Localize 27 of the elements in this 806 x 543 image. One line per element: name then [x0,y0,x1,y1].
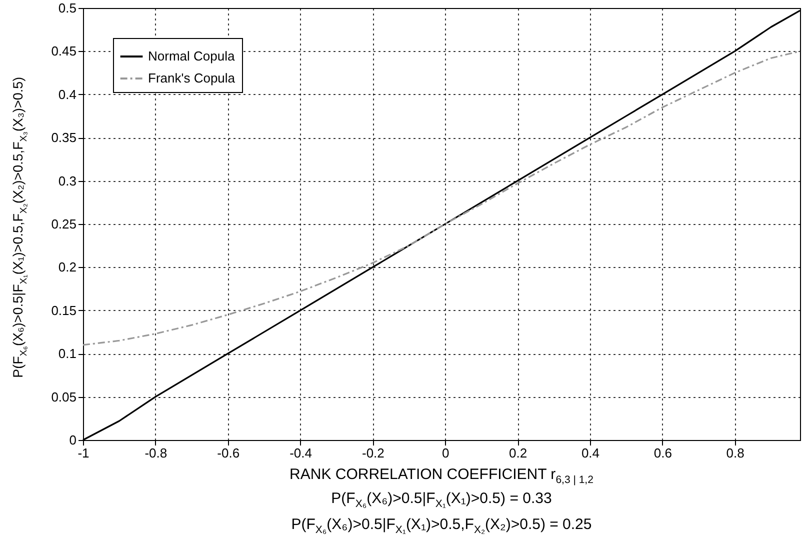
x-tick-label: -0.8 [144,446,168,460]
y-tick-label: 0.1 [58,346,76,362]
text: P(F$_{X₆}$(X₆)>0.5|F$_{X₁}$(X₁)>0.5) = 0.33 [330,490,553,510]
x-tick-label: 0.8 [726,446,744,460]
y-tick-label: 0.4 [58,86,76,102]
y-tick-label: 0.25 [51,216,76,232]
x-tick-label: 0.6 [654,446,672,460]
y-tick-label: 0.5 [58,0,76,16]
x-tick-label: 0.4 [581,446,600,460]
x-tick-label: 0.2 [509,446,528,460]
x-axis-title: RANK CORRELATION COEFFICIENT r$_{6,3 | 1,2}$ [288,466,594,486]
x-tick-label: -0.2 [362,446,384,460]
x-tick-label: 0 [442,446,450,460]
line-series [82,50,801,346]
x-tick-label: -0.6 [217,446,240,460]
y-tick-label: 0.05 [51,389,76,404]
y-tick-label: 0 [69,432,76,448]
legend-label: Normal Copula [148,48,236,64]
legend-label: Frank's Copula [148,70,236,86]
x-tick-label: -0.4 [290,446,312,460]
y-tick-label: 0.3 [58,173,76,188]
x-tick-label: -1 [78,446,90,460]
y-tick-label: 0.15 [51,302,76,318]
text: P(F$_{X₆}$(X₆)>0.5|F$_{X₁}$(X₁)>0.5,F$_{X₂}$(X₂)>0.5) = 0.25 [290,516,593,536]
y-tick-label: 0.35 [51,130,76,146]
y-tick-label: 0.2 [58,260,76,275]
y-tick-label: 0.45 [51,44,76,59]
